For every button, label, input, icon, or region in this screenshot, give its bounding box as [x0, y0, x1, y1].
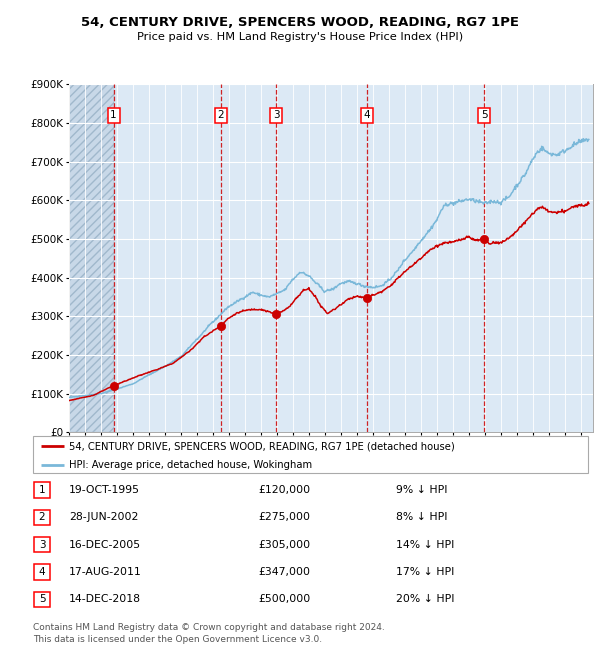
- Text: Price paid vs. HM Land Registry's House Price Index (HPI): Price paid vs. HM Land Registry's House …: [137, 32, 463, 42]
- Text: This data is licensed under the Open Government Licence v3.0.: This data is licensed under the Open Gov…: [33, 634, 322, 644]
- Text: 28-JUN-2002: 28-JUN-2002: [69, 512, 139, 523]
- Text: 5: 5: [38, 594, 46, 604]
- Text: 17-AUG-2011: 17-AUG-2011: [69, 567, 142, 577]
- Text: 1: 1: [110, 111, 117, 120]
- Bar: [69, 84, 113, 432]
- FancyBboxPatch shape: [34, 510, 50, 525]
- Text: 2: 2: [38, 512, 46, 523]
- Text: 4: 4: [38, 567, 46, 577]
- Text: 14-DEC-2018: 14-DEC-2018: [69, 594, 141, 604]
- Text: 3: 3: [38, 540, 46, 550]
- FancyBboxPatch shape: [34, 537, 50, 552]
- Text: £305,000: £305,000: [258, 540, 310, 550]
- FancyBboxPatch shape: [34, 482, 50, 498]
- Text: 9% ↓ HPI: 9% ↓ HPI: [396, 485, 448, 495]
- Text: 19-OCT-1995: 19-OCT-1995: [69, 485, 140, 495]
- Text: 17% ↓ HPI: 17% ↓ HPI: [396, 567, 454, 577]
- Text: 1: 1: [38, 485, 46, 495]
- Text: 54, CENTURY DRIVE, SPENCERS WOOD, READING, RG7 1PE: 54, CENTURY DRIVE, SPENCERS WOOD, READIN…: [81, 16, 519, 29]
- Text: Contains HM Land Registry data © Crown copyright and database right 2024.: Contains HM Land Registry data © Crown c…: [33, 623, 385, 632]
- Text: 8% ↓ HPI: 8% ↓ HPI: [396, 512, 448, 523]
- Text: 14% ↓ HPI: 14% ↓ HPI: [396, 540, 454, 550]
- Text: £347,000: £347,000: [258, 567, 310, 577]
- Text: £500,000: £500,000: [258, 594, 310, 604]
- Text: £275,000: £275,000: [258, 512, 310, 523]
- Text: 5: 5: [481, 111, 488, 120]
- Bar: [69, 84, 113, 432]
- Text: 16-DEC-2005: 16-DEC-2005: [69, 540, 141, 550]
- FancyBboxPatch shape: [33, 436, 588, 473]
- Text: HPI: Average price, detached house, Wokingham: HPI: Average price, detached house, Woki…: [69, 460, 312, 470]
- Text: 54, CENTURY DRIVE, SPENCERS WOOD, READING, RG7 1PE (detached house): 54, CENTURY DRIVE, SPENCERS WOOD, READIN…: [69, 441, 455, 451]
- FancyBboxPatch shape: [34, 592, 50, 607]
- Text: 4: 4: [364, 111, 370, 120]
- Text: 3: 3: [273, 111, 280, 120]
- Text: 20% ↓ HPI: 20% ↓ HPI: [396, 594, 455, 604]
- FancyBboxPatch shape: [34, 564, 50, 580]
- Text: 2: 2: [217, 111, 224, 120]
- Text: £120,000: £120,000: [258, 485, 310, 495]
